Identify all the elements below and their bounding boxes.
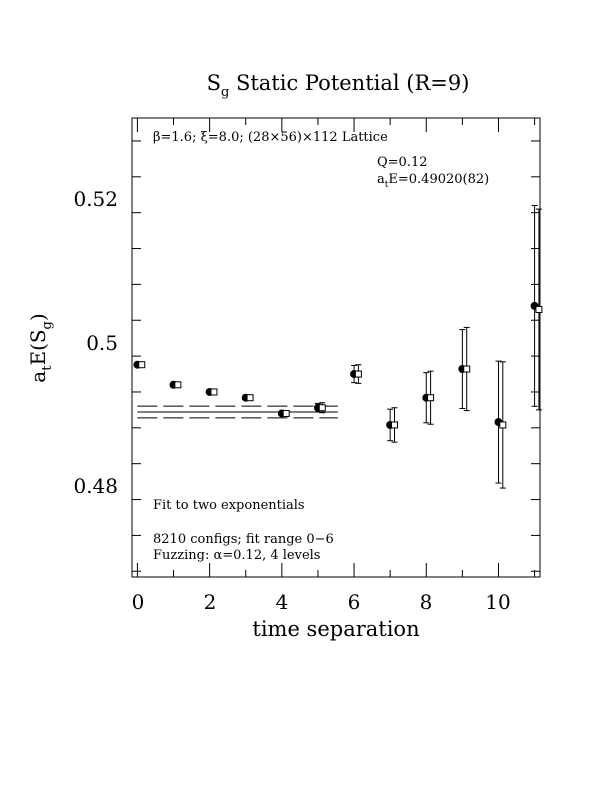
data-point-square (138, 361, 146, 369)
x-tick-labels: 0 2 4 6 8 10 (132, 590, 511, 614)
axis-ticks (132, 118, 540, 577)
x-tick-label: 8 (420, 590, 433, 614)
data-point-square (499, 421, 507, 429)
data-point-square (318, 404, 326, 412)
configs-annotation: 8210 configs; fit range 0−6 (153, 532, 334, 547)
fit-annotation: Fit to two exponentials (153, 498, 305, 513)
y-tick-label: 0.48 (73, 474, 118, 498)
data-point-square (390, 421, 398, 429)
data-point-square (282, 409, 290, 417)
data-point-square (427, 394, 435, 402)
x-tick-label: 0 (132, 590, 145, 614)
y-tick-label: 0.52 (73, 187, 118, 211)
y-axis-label: atE(Sg) (26, 313, 55, 382)
x-tick-label: 2 (204, 590, 217, 614)
plot-frame (131, 117, 541, 578)
y-tick-labels: 0.48 0.5 0.52 (73, 187, 118, 498)
fit-band (137, 405, 338, 419)
fuzzing-annotation: Fuzzing: α=0.12, 4 levels (153, 548, 320, 563)
data-point-square (463, 365, 471, 373)
x-axis-label: time separation (252, 617, 419, 641)
data-point-square (210, 388, 218, 396)
chart-title: Sg Static Potential (R=9) (207, 71, 470, 100)
data-point-square (354, 370, 362, 378)
x-tick-label: 6 (348, 590, 361, 614)
energy-annotation: atE=0.49020(82) (377, 172, 489, 190)
x-tick-label: 4 (276, 590, 289, 614)
y-tick-label: 0.5 (86, 331, 118, 355)
data-point-square (246, 394, 254, 402)
q-annotation: Q=0.12 (377, 155, 428, 170)
data-points (133, 204, 543, 489)
data-point-square (174, 381, 182, 389)
lattice-annotation: β=1.6; ξ=8.0; (28×56)×112 Lattice (153, 130, 388, 145)
data-point-square (535, 305, 543, 313)
x-tick-label: 10 (485, 590, 510, 614)
